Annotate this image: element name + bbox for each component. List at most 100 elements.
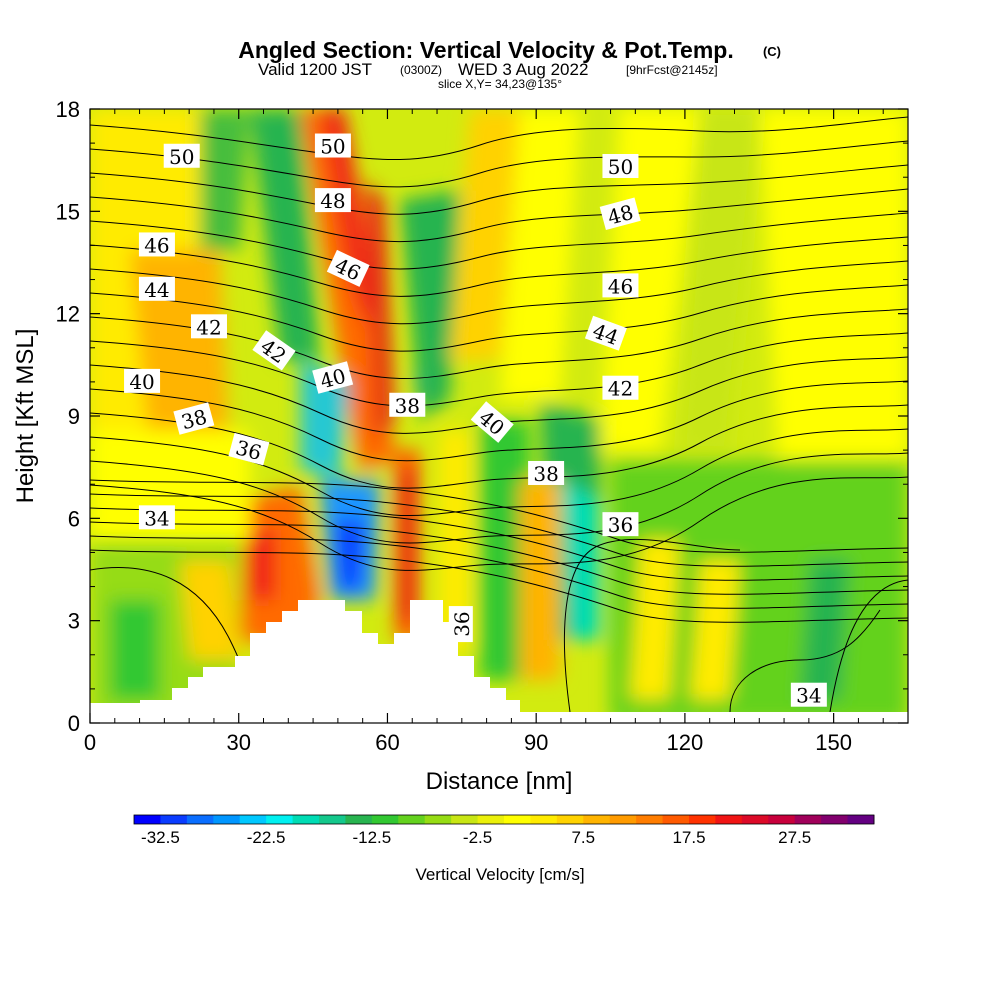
- colorbar-swatch: [847, 815, 875, 824]
- colorbar-swatch: [424, 815, 452, 824]
- theta-label-text: 42: [608, 377, 633, 401]
- y-tick-label: 3: [68, 609, 80, 634]
- theta-label-box: [790, 682, 827, 707]
- theta-label: 36: [228, 432, 270, 466]
- theta-label-box: [602, 512, 639, 537]
- theta-label-box: [138, 276, 175, 301]
- theta-label-box: [163, 143, 200, 168]
- velocity-region: [480, 420, 530, 680]
- velocity-region: [450, 109, 520, 360]
- theta-label-box: [470, 401, 514, 443]
- colorbar-swatch: [345, 815, 373, 824]
- colorbar-frame: [133, 814, 875, 825]
- theta-contour: [90, 404, 908, 489]
- colorbar-swatch: [583, 815, 611, 824]
- velocity-region: [365, 180, 395, 440]
- colorbar-tick-label: 17.5: [672, 828, 705, 847]
- theta-label-text: 50: [169, 145, 194, 169]
- colorbar-swatch: [213, 815, 241, 824]
- x-axis-label: Distance [nm]: [426, 768, 573, 795]
- theta-label-box: [602, 273, 639, 298]
- colorbar-swatch: [715, 815, 743, 824]
- chart-title-unit: (C): [763, 44, 781, 59]
- theta-label: 38: [528, 460, 565, 486]
- theta-label-text: 34: [144, 506, 169, 530]
- theta-label: 50: [314, 133, 351, 159]
- theta-contour: [90, 212, 908, 270]
- colorbar-swatch: [662, 815, 690, 824]
- theta-label-text: 36: [608, 513, 633, 537]
- x-tick-label: 150: [815, 730, 852, 755]
- y-axis-label: Height [Kft MSL]: [12, 329, 39, 504]
- velocity-region: [110, 600, 160, 700]
- x-tick-label: 30: [226, 730, 250, 755]
- theta-label-text: 40: [129, 370, 154, 394]
- theta-label-box: [528, 460, 565, 485]
- theta-label-text: 46: [144, 233, 169, 257]
- theta-contour: [90, 260, 908, 325]
- colorbar-swatch: [794, 815, 822, 824]
- colorbar-swatch: [266, 815, 294, 824]
- theta-label: 42: [602, 375, 639, 401]
- terrain-mask: [90, 600, 908, 723]
- x-axis: 0 30 60 90 120 150: [84, 109, 884, 755]
- y-tick-label: 9: [68, 404, 80, 429]
- theta-contour: [90, 535, 908, 609]
- theta-label: 50: [602, 153, 639, 179]
- colorbar-swatch: [371, 815, 399, 824]
- theta-contour: [729, 609, 881, 713]
- x-tick-label: 120: [667, 730, 704, 755]
- theta-label-box: [124, 368, 161, 393]
- theta-label-box: [314, 188, 351, 213]
- colorbar-swatch: [530, 815, 558, 824]
- theta-label-box: [448, 606, 473, 643]
- theta-label-box: [602, 153, 639, 178]
- vertical-velocity-field: [90, 109, 908, 723]
- chart-title: Angled Section: Vertical Velocity & Pot.…: [238, 37, 733, 63]
- theta-contour: [90, 332, 908, 407]
- theta-label-box: [314, 133, 351, 158]
- theta-contour: [90, 308, 908, 380]
- colorbar-swatch: [556, 815, 584, 824]
- theta-label: 38: [389, 392, 426, 418]
- theta-label-text: 38: [395, 394, 420, 418]
- theta-label-box: [228, 432, 270, 466]
- theta-label-box: [138, 232, 175, 257]
- theta-contour: [829, 579, 908, 713]
- velocity-region: [400, 190, 460, 420]
- colorbar-tick-label: -22.5: [247, 828, 286, 847]
- theta-label-box: [173, 402, 215, 435]
- theta-contour: [90, 479, 908, 553]
- colorbar-swatch: [398, 815, 426, 824]
- colorbar-tick-label: -2.5: [463, 828, 492, 847]
- velocity-region: [200, 109, 250, 250]
- theta-contour: [90, 164, 908, 215]
- colorbar-swatch: [477, 815, 505, 824]
- colorbar: -32.5 -22.5 -12.5 -2.5 7.5 17.5 27.5: [133, 814, 875, 847]
- theta-label: 42: [190, 314, 227, 339]
- colorbar-swatch: [239, 815, 267, 824]
- colorbar-tick-label: 7.5: [571, 828, 595, 847]
- colorbar-swatch: [636, 815, 664, 824]
- colorbar-swatch: [292, 815, 320, 824]
- theta-label-text: 50: [320, 135, 345, 159]
- velocity-region: [250, 530, 275, 600]
- theta-contour: [563, 538, 741, 713]
- theta-contour: [90, 549, 908, 623]
- colorbar-swatch: [768, 815, 796, 824]
- theta-label-box: [252, 330, 296, 371]
- theta-contour: [90, 521, 908, 595]
- theta-label-box: [326, 249, 370, 287]
- theta-label: 48: [599, 197, 641, 231]
- theta-label-box: [312, 361, 354, 394]
- theta-contour: [90, 507, 908, 581]
- theta-contour: [90, 236, 908, 297]
- velocity-region: [180, 560, 240, 660]
- theta-label: 44: [138, 276, 175, 302]
- theta-contour: [90, 116, 908, 161]
- velocity-region: [300, 360, 350, 480]
- velocity-region: [760, 109, 908, 500]
